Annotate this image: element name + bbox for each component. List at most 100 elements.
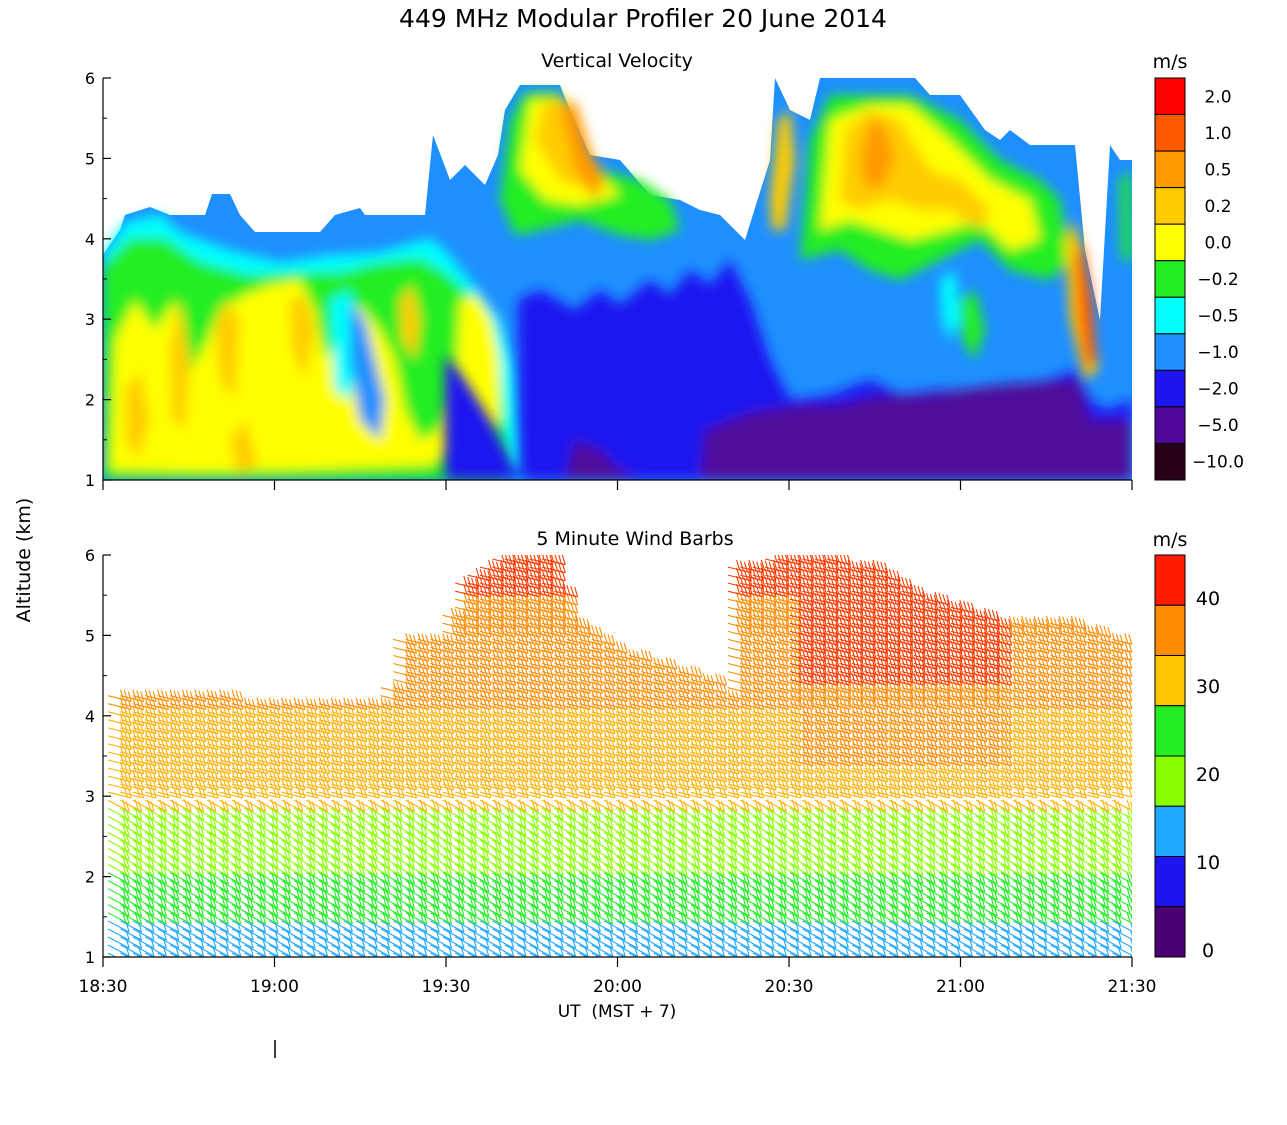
wind-barb (938, 608, 963, 622)
wind-barb (467, 737, 492, 751)
wind-barb (107, 729, 132, 743)
wb-x-tick-label: 20:30 (765, 977, 814, 997)
wb-colorbar-swatch (1154, 604, 1186, 656)
wind-barb (864, 705, 889, 719)
wind-barb (889, 664, 914, 678)
wind-barb (616, 697, 641, 711)
wind-barb (963, 713, 988, 727)
wind-barb (343, 777, 368, 791)
wind-barb (269, 729, 294, 743)
wind-barb (554, 721, 579, 735)
wind-barb (938, 632, 963, 646)
wind-barb (988, 632, 1013, 646)
wind-barb (1037, 673, 1062, 686)
wind-barb (269, 705, 294, 719)
wind-barb (318, 713, 343, 727)
wind-barb (851, 583, 876, 598)
wind-barb (802, 616, 827, 630)
wind-barb (1025, 705, 1050, 719)
wind-barb (529, 657, 554, 670)
wind-barb (467, 673, 492, 686)
wind-barb (504, 624, 529, 638)
wind-barb (1112, 855, 1132, 868)
wind-barb (393, 665, 418, 678)
wind-barb (417, 737, 442, 751)
wind-barb (703, 745, 728, 759)
wind-barb (988, 672, 1013, 686)
wind-barb (901, 745, 926, 759)
wb-colorbar-swatch (1154, 856, 1186, 908)
wind-barb (963, 632, 988, 646)
wind-barb (876, 785, 901, 799)
wind-barb (504, 721, 529, 735)
wind-barb (145, 753, 170, 767)
wind-barb (913, 640, 938, 654)
wind-barb (467, 761, 492, 775)
wind-barb (889, 648, 914, 662)
wind-barb (641, 665, 666, 678)
wind-barb (802, 769, 827, 783)
wind-barb (1099, 753, 1124, 767)
wind-barb (628, 769, 653, 783)
wind-barb (1099, 705, 1124, 719)
wind-barb (963, 777, 988, 791)
wind-barb (1087, 729, 1112, 743)
wind-barb (951, 713, 976, 727)
wind-barb (715, 753, 740, 767)
wind-barb (975, 769, 1000, 783)
wind-barb (814, 575, 839, 590)
wind-barb (1050, 673, 1075, 686)
wind-barb (740, 583, 765, 598)
wind-barb (455, 745, 480, 759)
wind-barb (182, 777, 207, 791)
vv-colorbar-label: 0.5 (1204, 160, 1231, 180)
wind-barb (789, 753, 814, 767)
wind-barb (1112, 721, 1132, 734)
wind-barb (517, 665, 542, 678)
wind-barb (740, 633, 765, 646)
wind-barb (579, 681, 604, 695)
wind-barb (727, 745, 752, 759)
wind-barb (169, 721, 194, 735)
wind-barb (554, 608, 579, 622)
wind-barb (814, 696, 839, 711)
wind-barb (1075, 729, 1100, 743)
wind-barb (132, 713, 157, 727)
wind-barb (641, 745, 666, 759)
wind-barb (901, 640, 926, 654)
vv-y-tick-label: 2 (85, 391, 95, 410)
wind-barb (740, 689, 765, 703)
wind-barb (839, 648, 864, 662)
wind-barb (789, 640, 814, 654)
wind-barb (926, 680, 951, 695)
wind-barb (541, 721, 566, 735)
wind-barb (591, 673, 616, 686)
wind-barb (839, 608, 864, 622)
wind-barb (752, 681, 777, 695)
wind-barb (417, 665, 442, 678)
wind-barb (368, 737, 393, 751)
wb-y-tick-label: 5 (85, 626, 95, 645)
wind-barb (504, 591, 529, 606)
wind-barb (752, 697, 777, 711)
wind-barb (517, 673, 542, 686)
wind-barb (442, 681, 467, 695)
wind-barb (814, 745, 839, 759)
wind-barb (591, 753, 616, 767)
wind-barb (963, 656, 988, 670)
wind-barb (293, 729, 318, 743)
wind-barb (727, 721, 752, 735)
wind-barb (727, 753, 752, 767)
wind-barb (145, 713, 170, 727)
wind-barb (492, 591, 517, 606)
wind-barb (802, 729, 827, 743)
wind-barb (467, 729, 492, 743)
vv-colorbar-label: −5.0 (1197, 416, 1238, 436)
wind-barb (876, 769, 901, 783)
wind-barb (1062, 689, 1087, 703)
wind-barb (529, 721, 554, 735)
wb-x-tick-label: 18:30 (79, 977, 128, 997)
wind-barb (913, 664, 938, 678)
wind-barb (951, 664, 976, 678)
wind-barb (851, 608, 876, 622)
